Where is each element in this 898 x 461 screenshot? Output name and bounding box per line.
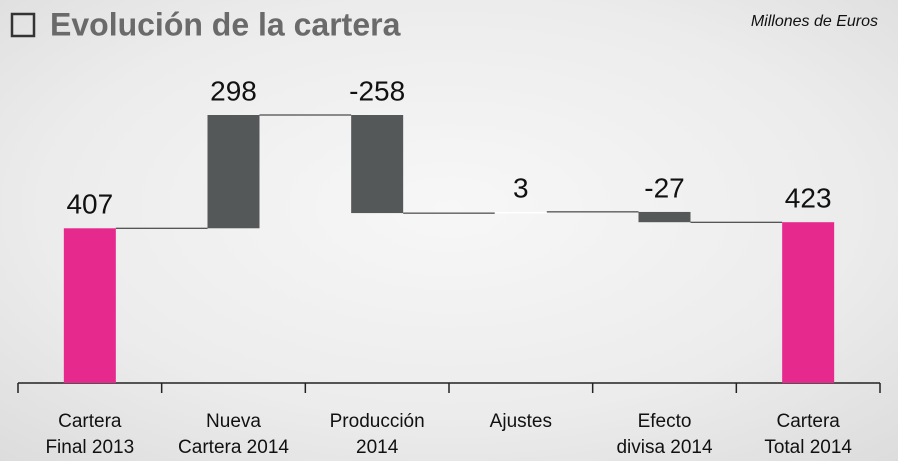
chart-subtitle: Millones de Euros xyxy=(751,13,878,30)
x-tick-label: Efecto xyxy=(638,411,692,432)
bar xyxy=(63,228,116,383)
title-bullet xyxy=(10,12,36,38)
x-tick-label: Final 2013 xyxy=(45,437,134,458)
value-label: -27 xyxy=(644,172,684,203)
x-tick-label: 2014 xyxy=(356,437,399,458)
bar xyxy=(207,115,260,229)
value-label: 298 xyxy=(210,75,257,106)
bar xyxy=(782,222,835,383)
x-tick-label: Cartera 2014 xyxy=(178,437,289,458)
chart-title: Evolución de la cartera xyxy=(50,6,401,42)
bar xyxy=(638,211,691,223)
value-label: 423 xyxy=(785,183,832,214)
bar xyxy=(494,211,547,214)
x-tick-label: Total 2014 xyxy=(764,437,852,458)
x-tick-label: Nueva xyxy=(206,411,261,432)
x-tick-label: Cartera xyxy=(776,411,840,432)
bar xyxy=(351,115,404,214)
x-tick-label: Producción xyxy=(330,411,425,432)
x-tick-label: divisa 2014 xyxy=(616,437,713,458)
x-tick-label: Cartera xyxy=(58,411,122,432)
x-tick-label: Ajustes xyxy=(490,411,552,432)
value-label: -258 xyxy=(349,75,405,106)
value-label: 407 xyxy=(66,189,113,220)
value-label: 3 xyxy=(513,172,529,203)
